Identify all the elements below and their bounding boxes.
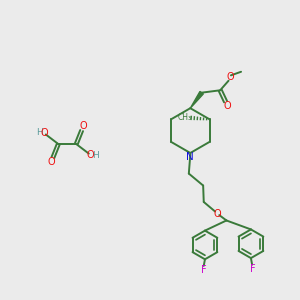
Text: H: H xyxy=(36,128,43,137)
Text: CH₃: CH₃ xyxy=(178,113,192,122)
Text: N: N xyxy=(186,152,194,162)
Text: O: O xyxy=(79,122,87,131)
Text: F: F xyxy=(201,265,207,275)
Text: F: F xyxy=(250,264,256,274)
Text: H: H xyxy=(92,151,99,160)
Text: O: O xyxy=(226,72,234,82)
Text: O: O xyxy=(48,157,56,166)
Text: O: O xyxy=(214,208,221,219)
Text: O: O xyxy=(224,100,232,110)
Text: O: O xyxy=(40,128,48,138)
Polygon shape xyxy=(190,92,203,108)
Text: O: O xyxy=(86,150,94,160)
